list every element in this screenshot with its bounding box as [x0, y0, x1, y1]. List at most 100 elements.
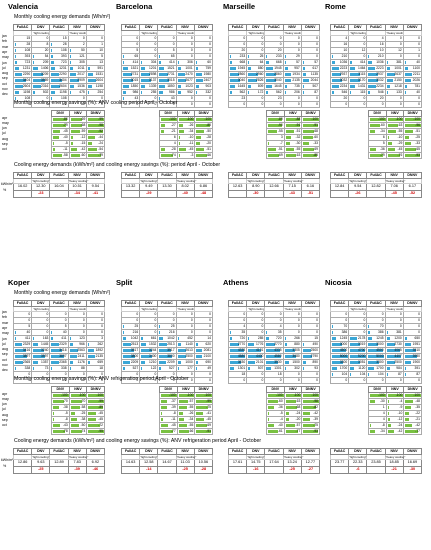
demand-title: Monthly cooling energy demands (Wh/m²)	[14, 290, 111, 296]
summary-saving	[12, 190, 33, 198]
demand-value: 14	[207, 335, 211, 340]
demand-value: 475	[79, 89, 85, 94]
demand-value: 0	[363, 317, 366, 322]
demand-value: 0	[154, 329, 157, 334]
savings-value: 4	[382, 410, 385, 415]
demand-value: 617	[312, 65, 318, 70]
demand-value: 104	[359, 371, 366, 376]
summary-saving: -14	[139, 466, 159, 474]
demand-value: 0	[154, 41, 157, 46]
demand-bar	[123, 337, 127, 340]
savings-bar	[88, 148, 97, 151]
demand-bar	[368, 61, 372, 64]
demand-value: 1500	[292, 359, 300, 364]
demand-bar	[368, 91, 371, 94]
demand-bar	[33, 361, 38, 364]
demand-value: 216	[169, 329, 175, 334]
demand-value: 952	[187, 89, 193, 94]
savings-value: -92	[98, 128, 103, 133]
demand-value: 781	[414, 83, 420, 88]
demand-cell: 0	[49, 101, 69, 108]
demand-value: 391	[414, 365, 420, 370]
demand-bar	[332, 331, 334, 334]
demand-value: 2500	[185, 353, 193, 358]
demand-bar	[51, 55, 53, 58]
demand-value: 4580	[237, 353, 246, 358]
savings-bar	[53, 412, 54, 415]
table-row: 0 0 0 0 0	[329, 101, 423, 108]
demand-bar	[159, 337, 163, 340]
table-row: 15 0 15 0 0	[12, 35, 106, 42]
demand-cell: 0	[402, 101, 423, 108]
percent-label: %	[3, 464, 7, 468]
savings-bar	[88, 142, 93, 145]
demand-bar	[123, 61, 125, 64]
demand-bar	[248, 337, 250, 340]
demand-value: 3244	[149, 347, 157, 352]
table-row: -74 -3 -66	[159, 152, 213, 159]
savings-value: -98	[313, 398, 318, 403]
demand-value: 0	[316, 317, 318, 322]
demand-value: 0	[418, 35, 420, 40]
savings-bar	[196, 142, 200, 145]
savings-bar	[387, 118, 403, 121]
savings-value: -65	[415, 146, 420, 151]
savings-bar	[303, 130, 315, 133]
savings-bar	[70, 430, 83, 433]
table-row: 2223 1464 2223 1001 1100	[329, 65, 423, 72]
savings-bar	[196, 124, 210, 127]
demand-bar	[230, 349, 244, 352]
month-label: apr	[2, 325, 8, 330]
demand-value: 60	[207, 59, 211, 64]
savings-cell: -93	[403, 152, 422, 159]
summary-saving	[49, 190, 69, 198]
savings-bar	[53, 406, 60, 409]
savings-bar	[88, 154, 101, 157]
demand-bar	[230, 85, 236, 88]
demand-bar	[368, 331, 370, 334]
demand-bar	[33, 61, 34, 64]
summary-saving: -39	[67, 466, 87, 474]
summary-value: 12.30	[31, 183, 51, 191]
month-label: feb	[2, 39, 7, 44]
summary-savings-row: -30 -43 -51	[227, 190, 321, 198]
demand-bar	[141, 91, 142, 94]
demand-value: 210	[341, 53, 348, 58]
table-row: -34 -42 -77	[368, 428, 422, 435]
demand-value: 1431	[358, 83, 366, 88]
table-row: 0 0 0 0 0	[12, 377, 106, 384]
demand-value: 5	[172, 47, 175, 52]
savings-value: -93	[415, 152, 420, 157]
demand-value: 2604	[95, 77, 103, 82]
savings-value: -42	[80, 146, 86, 151]
summary-saving: -27	[300, 466, 321, 474]
savings-bar	[370, 130, 376, 133]
month-label: jan	[2, 34, 7, 38]
demand-value: 0	[209, 47, 211, 52]
demand-value: 43	[134, 95, 139, 100]
demand-value: 890	[312, 359, 318, 364]
demand-value: 104	[341, 371, 348, 376]
savings-bar	[178, 406, 188, 409]
demand-value: 0	[46, 35, 49, 40]
city-name: Rome	[325, 2, 346, 11]
summary-values-row: 13.32 9.49 13.30 8.02 6.86	[120, 183, 214, 191]
demand-bar	[159, 61, 161, 64]
savings-bar	[268, 430, 278, 433]
summary-saving: -52	[402, 190, 423, 198]
demand-value: 0	[243, 317, 246, 322]
month-label: jan	[2, 310, 7, 314]
savings-bar	[196, 118, 212, 121]
summary-value: 10.51	[67, 183, 87, 191]
savings-bar	[370, 148, 376, 151]
summary-saving: -30	[246, 190, 266, 198]
savings-value: -88	[295, 116, 301, 121]
savings-bar	[370, 154, 383, 157]
demand-bar	[87, 67, 90, 70]
demand-value: 0	[297, 317, 300, 322]
month-label: apr	[2, 49, 8, 54]
demand-bar	[386, 331, 388, 334]
demand-value: 2150	[394, 77, 402, 82]
savings-cell: -79	[86, 152, 105, 159]
demand-value: 1231	[59, 65, 67, 70]
